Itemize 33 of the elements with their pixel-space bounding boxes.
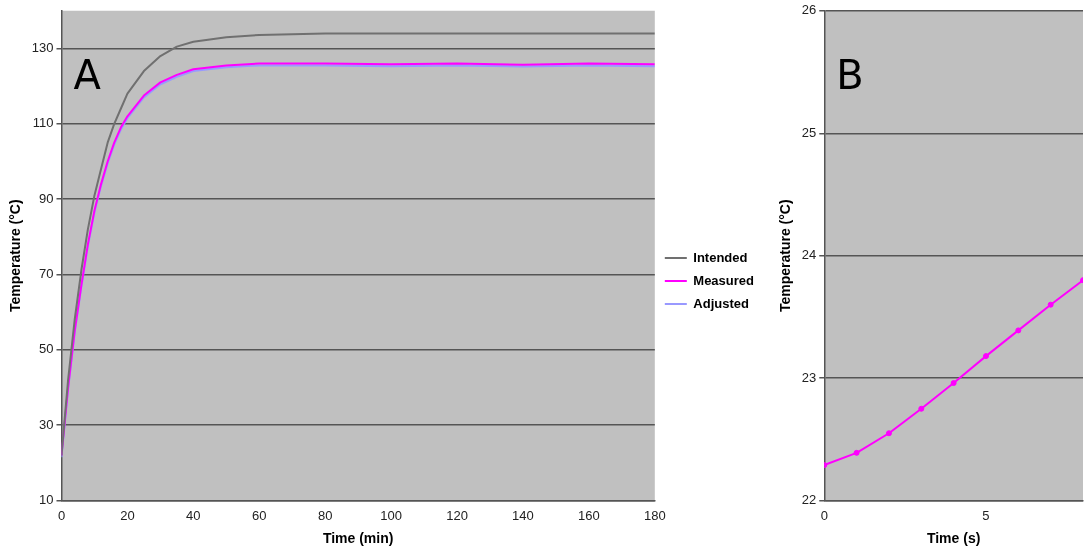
y-axis-title: Temperature (°C) [7,199,24,313]
y-tick-label: 22 [801,492,817,508]
y-tick-label: 110 [32,115,54,131]
y-tick-label: 10 [39,492,54,508]
y-tick-label: 130 [31,40,54,56]
x-tick-label: 20 [120,507,135,523]
y-tick-label: 23 [801,369,817,385]
x-tick-label: 100 [380,507,402,523]
legend-label: Measured [693,272,755,288]
x-tick-label: 0 [57,507,66,523]
y-tick-label: 25 [801,124,817,140]
legend-label: Adjusted [693,295,749,311]
y-tick-label: 26 [801,2,817,18]
y-tick-label: 50 [39,341,54,357]
legend-label: Intended [693,249,748,265]
x-tick-label: 0 [820,507,828,523]
x-tick-label: 160 [578,507,600,523]
x-tick-label: 40 [186,507,201,523]
annotation: B [836,52,864,99]
x-tick-label: 80 [317,507,333,523]
x-axis-title: Time (s) [926,530,981,547]
x-axis-title: Time (min) [322,530,394,547]
x-tick-label: 120 [446,507,468,523]
annotation: A [73,52,102,99]
y-tick-label: 90 [39,190,54,206]
y-tick-label: 30 [39,416,54,432]
y-tick-label: 70 [39,266,54,282]
x-tick-label: 140 [512,507,534,523]
y-tick-label: 24 [801,247,817,263]
x-tick-label: 5 [982,507,990,523]
y-axis-title: Temperature (°C) [777,199,794,313]
x-tick-label: 60 [252,507,267,523]
x-tick-label: 180 [643,507,666,523]
